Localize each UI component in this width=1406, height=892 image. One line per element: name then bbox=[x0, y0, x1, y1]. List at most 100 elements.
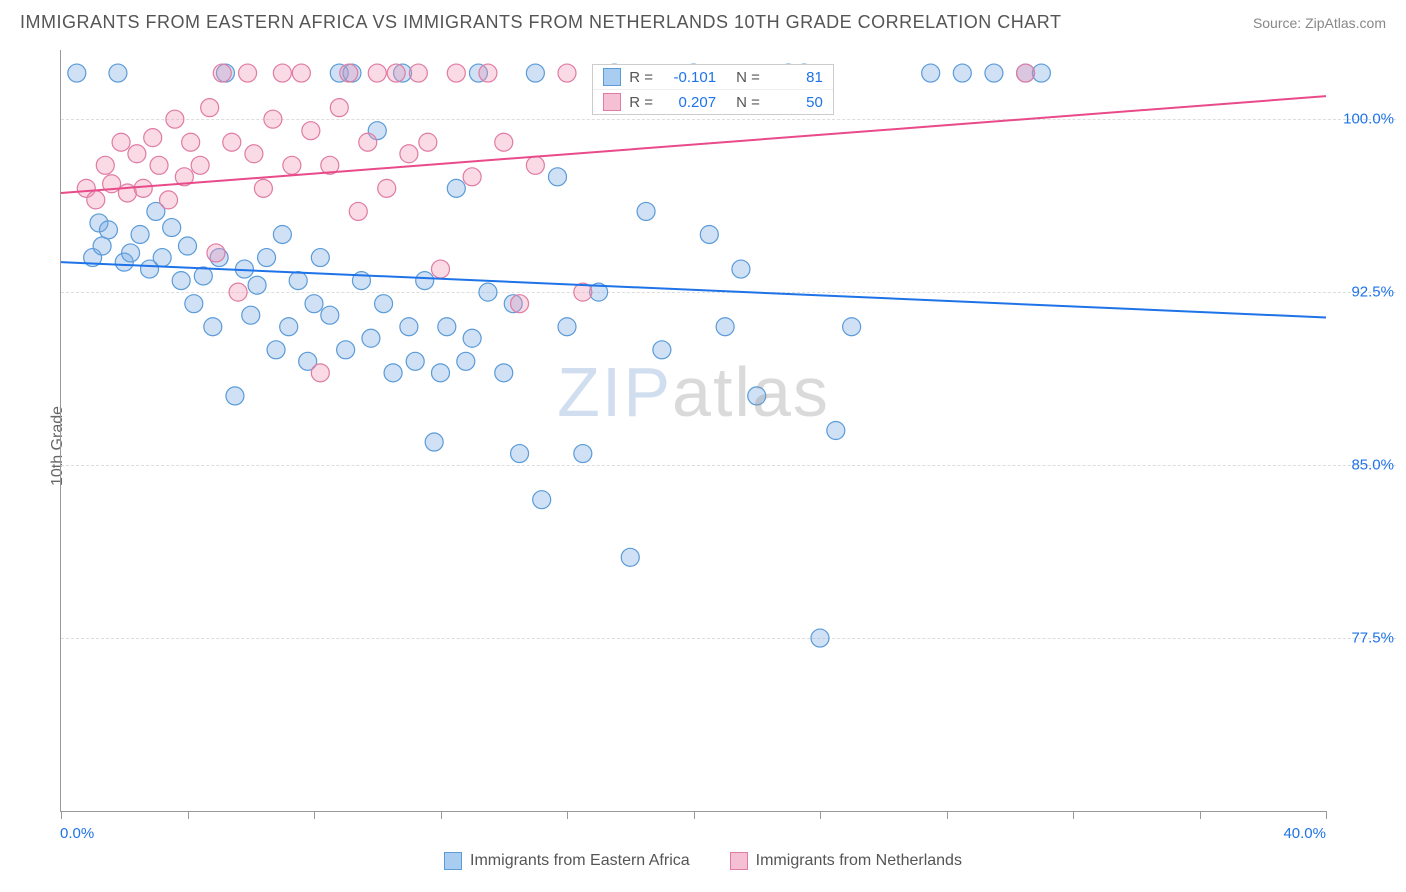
data-point bbox=[112, 133, 130, 151]
stats-row: R = -0.101 N = 81 bbox=[593, 65, 833, 90]
data-point bbox=[182, 133, 200, 151]
data-point bbox=[400, 145, 418, 163]
data-point bbox=[109, 64, 127, 82]
data-point bbox=[425, 433, 443, 451]
x-tick bbox=[694, 811, 695, 819]
data-point bbox=[163, 219, 181, 237]
data-point bbox=[1017, 64, 1035, 82]
scatter-plot-svg bbox=[61, 50, 1326, 811]
data-point bbox=[359, 133, 377, 151]
data-point bbox=[637, 202, 655, 220]
chart-container: 100.0%92.5%85.0%77.5% ZIPatlas R = -0.10… bbox=[60, 50, 1326, 812]
data-point bbox=[150, 156, 168, 174]
data-point bbox=[953, 64, 971, 82]
data-point bbox=[229, 283, 247, 301]
data-point bbox=[811, 629, 829, 647]
data-point bbox=[179, 237, 197, 255]
data-point bbox=[621, 548, 639, 566]
series-swatch bbox=[603, 68, 621, 86]
data-point bbox=[700, 225, 718, 243]
legend-swatch bbox=[444, 852, 462, 870]
data-point bbox=[432, 260, 450, 278]
data-point bbox=[166, 110, 184, 128]
data-point bbox=[122, 244, 140, 262]
data-point bbox=[447, 64, 465, 82]
data-point bbox=[213, 64, 231, 82]
data-point bbox=[172, 272, 190, 290]
data-point bbox=[748, 387, 766, 405]
data-point bbox=[283, 156, 301, 174]
data-point bbox=[302, 122, 320, 140]
legend-label: Immigrants from Eastern Africa bbox=[470, 852, 690, 870]
data-point bbox=[479, 283, 497, 301]
stats-row: R = 0.207 N = 50 bbox=[593, 90, 833, 114]
x-tick bbox=[1326, 811, 1327, 819]
source-label: Source: ZipAtlas.com bbox=[1253, 15, 1386, 31]
data-point bbox=[321, 306, 339, 324]
x-axis-labels: 0.0% 40.0% bbox=[60, 825, 1326, 842]
data-point bbox=[479, 64, 497, 82]
data-point bbox=[153, 249, 171, 267]
data-point bbox=[463, 168, 481, 186]
data-point bbox=[185, 295, 203, 313]
data-point bbox=[400, 318, 418, 336]
data-point bbox=[99, 221, 117, 239]
data-point bbox=[495, 133, 513, 151]
y-tick-label: 85.0% bbox=[1351, 457, 1394, 474]
data-point bbox=[409, 64, 427, 82]
data-point bbox=[533, 491, 551, 509]
data-point bbox=[273, 64, 291, 82]
data-point bbox=[463, 329, 481, 347]
data-point bbox=[653, 341, 671, 359]
x-tick bbox=[947, 811, 948, 819]
data-point bbox=[362, 329, 380, 347]
data-point bbox=[419, 133, 437, 151]
data-point bbox=[191, 156, 209, 174]
data-point bbox=[558, 318, 576, 336]
data-point bbox=[457, 352, 475, 370]
y-tick-label: 77.5% bbox=[1351, 630, 1394, 647]
data-point bbox=[416, 272, 434, 290]
data-point bbox=[375, 295, 393, 313]
data-point bbox=[242, 306, 260, 324]
n-value: 81 bbox=[768, 69, 823, 86]
data-point bbox=[495, 364, 513, 382]
data-point bbox=[574, 445, 592, 463]
data-point bbox=[311, 249, 329, 267]
n-label: N = bbox=[736, 69, 760, 86]
bottom-legend: Immigrants from Eastern Africa Immigrant… bbox=[0, 852, 1406, 870]
r-label: R = bbox=[629, 94, 653, 111]
data-point bbox=[549, 168, 567, 186]
x-min-label: 0.0% bbox=[60, 825, 94, 842]
n-value: 50 bbox=[768, 94, 823, 111]
data-point bbox=[87, 191, 105, 209]
data-point bbox=[280, 318, 298, 336]
data-point bbox=[305, 295, 323, 313]
r-label: R = bbox=[629, 69, 653, 86]
y-tick-label: 100.0% bbox=[1343, 111, 1394, 128]
x-tick bbox=[61, 811, 62, 819]
data-point bbox=[273, 225, 291, 243]
series-swatch bbox=[603, 93, 621, 111]
data-point bbox=[716, 318, 734, 336]
data-point bbox=[526, 156, 544, 174]
x-tick bbox=[441, 811, 442, 819]
x-tick bbox=[188, 811, 189, 819]
data-point bbox=[134, 179, 152, 197]
data-point bbox=[843, 318, 861, 336]
data-point bbox=[511, 445, 529, 463]
data-point bbox=[827, 422, 845, 440]
data-point bbox=[330, 99, 348, 117]
data-point bbox=[194, 267, 212, 285]
y-tick-label: 92.5% bbox=[1351, 284, 1394, 301]
data-point bbox=[144, 129, 162, 147]
data-point bbox=[349, 202, 367, 220]
data-point bbox=[245, 145, 263, 163]
legend-swatch bbox=[730, 852, 748, 870]
data-point bbox=[201, 99, 219, 117]
plot-area: 100.0%92.5%85.0%77.5% ZIPatlas R = -0.10… bbox=[60, 50, 1326, 812]
data-point bbox=[254, 179, 272, 197]
data-point bbox=[340, 64, 358, 82]
data-point bbox=[96, 156, 114, 174]
data-point bbox=[68, 64, 86, 82]
